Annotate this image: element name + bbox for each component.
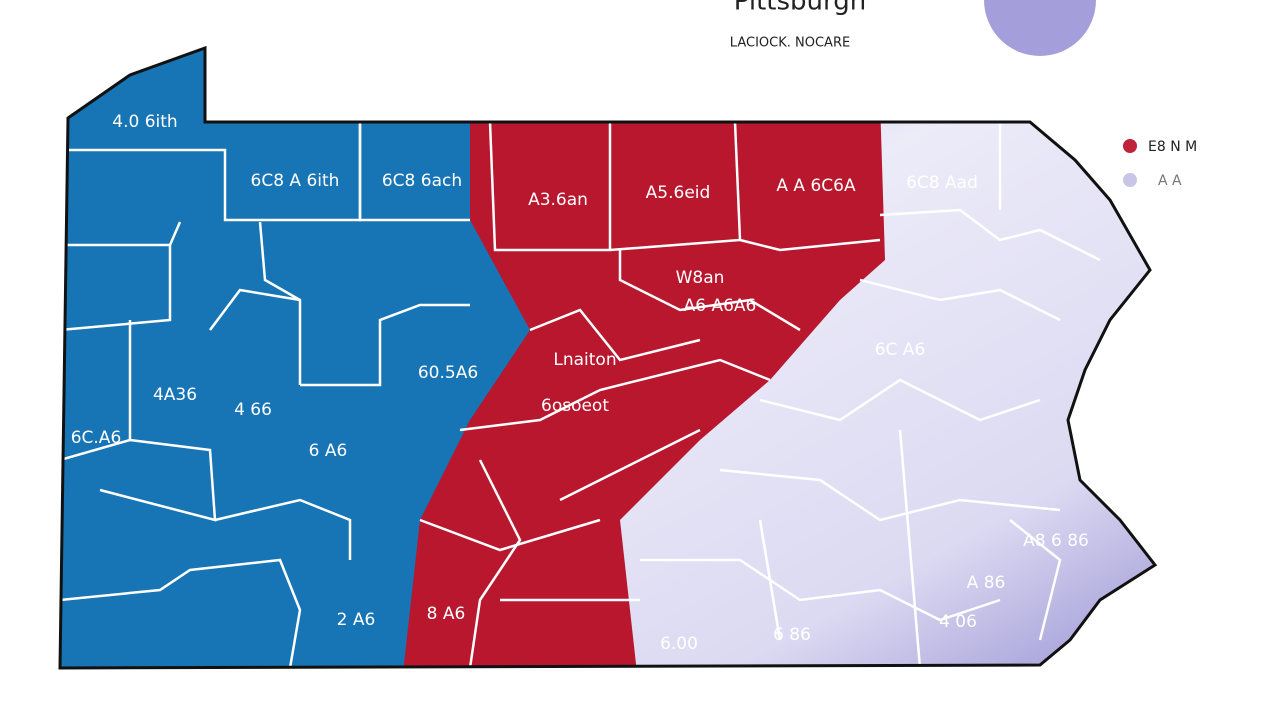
region-label: 4.0 6ith	[112, 112, 177, 132]
state-outline	[58, 45, 1158, 670]
region-label: 6 A6	[309, 441, 348, 461]
region-label: A6 A6A6	[684, 296, 757, 316]
region-label: 6C A6	[875, 340, 926, 360]
title: Pittsburgh	[734, 0, 866, 17]
region-label: A5.6eid	[646, 183, 711, 203]
region-label: 6osoeot	[541, 396, 609, 416]
region-label: A A 6C6A	[776, 176, 856, 196]
region-label: 8 A6	[427, 604, 466, 624]
legend-swatch	[1123, 173, 1137, 187]
region-label: 4 06	[939, 612, 977, 632]
decor-circle	[984, 0, 1096, 56]
region-label: 6C8 6ach	[382, 171, 462, 191]
region-label: A8 6 86	[1023, 531, 1089, 551]
region-label: 60.5A6	[418, 363, 478, 383]
region-label: A3.6an	[528, 190, 588, 210]
legend-label: E8 N M	[1148, 139, 1197, 155]
region-label: Lnaiton	[553, 350, 616, 370]
region-label: 6.00	[660, 634, 698, 654]
legend-swatch	[1123, 139, 1137, 153]
subtitle: LACIOCK. NOCARE	[730, 36, 850, 51]
region-label: 6C.A6	[71, 428, 122, 448]
region-label: 2 A6	[337, 610, 376, 630]
region-label: A 86	[967, 573, 1006, 593]
region-west	[60, 48, 530, 668]
region-label: 6C8 A 6ith	[251, 171, 340, 191]
region-label: 6C8 Aad	[906, 173, 978, 193]
county-lines	[60, 121, 1101, 668]
legend-label: A A	[1158, 173, 1182, 189]
region-label: 4A36	[153, 385, 197, 405]
region-label: W8an	[676, 268, 725, 288]
region-label: 6 86	[773, 625, 811, 645]
region-label: 4 66	[234, 400, 272, 420]
